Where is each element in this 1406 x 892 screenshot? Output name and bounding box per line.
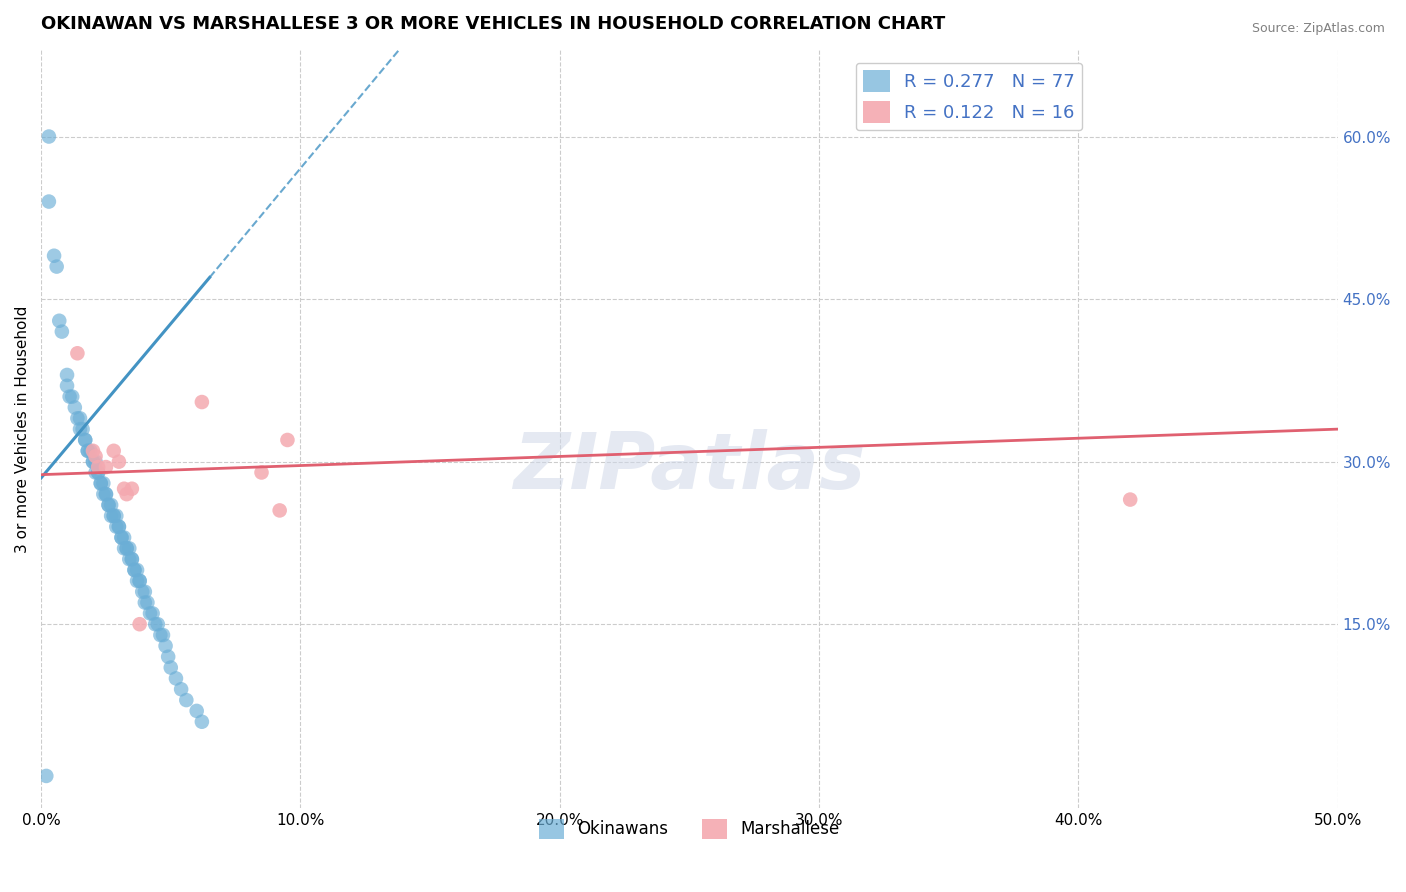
Point xyxy=(87,466,110,480)
Point xyxy=(115,541,138,556)
Point xyxy=(97,498,120,512)
Point xyxy=(112,531,135,545)
Point xyxy=(136,595,159,609)
Point xyxy=(84,449,107,463)
Point xyxy=(38,194,60,209)
Point xyxy=(97,498,120,512)
Point xyxy=(191,395,214,409)
Point xyxy=(118,541,141,556)
Point xyxy=(139,607,162,621)
Point xyxy=(100,498,122,512)
Point xyxy=(108,519,131,533)
Point xyxy=(110,531,132,545)
Point xyxy=(142,607,165,621)
Point xyxy=(157,649,180,664)
Point xyxy=(112,541,135,556)
Point xyxy=(69,422,91,436)
Point xyxy=(42,249,65,263)
Point xyxy=(82,443,104,458)
Point xyxy=(134,584,156,599)
Point xyxy=(121,482,143,496)
Point xyxy=(1119,492,1142,507)
Point xyxy=(115,541,138,556)
Point xyxy=(155,639,177,653)
Point xyxy=(269,503,291,517)
Point xyxy=(90,476,112,491)
Point xyxy=(250,466,273,480)
Point xyxy=(186,704,208,718)
Point xyxy=(118,552,141,566)
Point xyxy=(75,433,97,447)
Point xyxy=(105,519,128,533)
Point xyxy=(63,401,86,415)
Point xyxy=(90,476,112,491)
Text: ZIPatlas: ZIPatlas xyxy=(513,429,866,505)
Point xyxy=(59,390,82,404)
Point xyxy=(125,563,148,577)
Point xyxy=(56,378,79,392)
Point xyxy=(125,574,148,588)
Point xyxy=(105,508,128,523)
Point xyxy=(72,422,94,436)
Point xyxy=(76,443,98,458)
Point xyxy=(108,455,131,469)
Point xyxy=(110,531,132,545)
Point xyxy=(276,433,298,447)
Point xyxy=(75,433,97,447)
Point xyxy=(94,460,117,475)
Point xyxy=(149,628,172,642)
Point xyxy=(124,563,146,577)
Point xyxy=(108,519,131,533)
Point xyxy=(60,390,83,404)
Point xyxy=(51,325,73,339)
Point xyxy=(87,460,110,475)
Point xyxy=(124,563,146,577)
Point xyxy=(165,672,187,686)
Point xyxy=(121,552,143,566)
Text: OKINAWAN VS MARSHALLESE 3 OR MORE VEHICLES IN HOUSEHOLD CORRELATION CHART: OKINAWAN VS MARSHALLESE 3 OR MORE VEHICL… xyxy=(41,15,945,33)
Point xyxy=(128,574,150,588)
Point xyxy=(146,617,169,632)
Point xyxy=(66,411,89,425)
Point xyxy=(115,487,138,501)
Point xyxy=(84,466,107,480)
Point xyxy=(87,466,110,480)
Point xyxy=(121,552,143,566)
Point xyxy=(103,508,125,523)
Point xyxy=(93,487,115,501)
Point xyxy=(94,487,117,501)
Point xyxy=(79,443,101,458)
Point xyxy=(176,693,198,707)
Y-axis label: 3 or more Vehicles in Household: 3 or more Vehicles in Household xyxy=(15,305,30,553)
Point xyxy=(82,455,104,469)
Point xyxy=(143,617,166,632)
Point xyxy=(48,314,70,328)
Point xyxy=(56,368,79,382)
Point xyxy=(66,346,89,360)
Point xyxy=(103,508,125,523)
Legend: Okinawans, Marshallese: Okinawans, Marshallese xyxy=(533,812,846,846)
Point xyxy=(131,584,153,599)
Point xyxy=(112,482,135,496)
Point xyxy=(170,682,193,697)
Point xyxy=(103,443,125,458)
Text: Source: ZipAtlas.com: Source: ZipAtlas.com xyxy=(1251,22,1385,36)
Point xyxy=(159,660,181,674)
Point xyxy=(128,617,150,632)
Point xyxy=(93,476,115,491)
Point xyxy=(35,769,58,783)
Point xyxy=(128,574,150,588)
Point xyxy=(191,714,214,729)
Point xyxy=(45,260,67,274)
Point xyxy=(76,443,98,458)
Point xyxy=(152,628,174,642)
Point xyxy=(94,487,117,501)
Point xyxy=(134,595,156,609)
Point xyxy=(38,129,60,144)
Point xyxy=(84,455,107,469)
Point xyxy=(69,411,91,425)
Point xyxy=(100,508,122,523)
Point xyxy=(82,455,104,469)
